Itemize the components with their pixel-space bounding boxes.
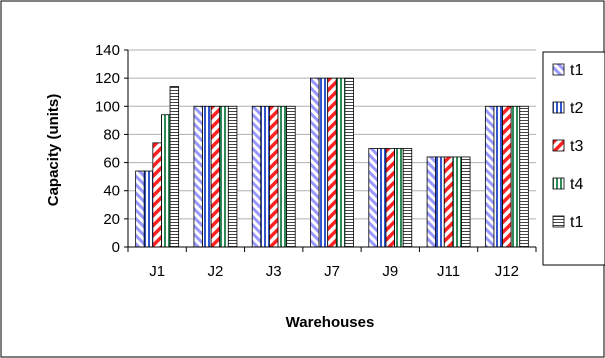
bar-J3-series-1 [251,105,262,248]
y-tick-label: 0 [112,239,120,256]
x-tick-label: J1 [149,263,165,280]
bar-J2-series-4 [219,105,229,248]
legend-swatch [552,101,565,114]
bar-J1-series-5 [169,86,180,248]
bar-J11-series-5 [461,156,471,248]
legend-swatch [552,139,565,152]
bar-J12-series-4 [510,105,521,248]
x-tick-labels: J1 J2 J3 J7 J9 J11 J12 [149,263,519,280]
bar-J11-series-1 [426,156,437,248]
y-tick-label: 60 [103,155,120,172]
axes [124,49,537,252]
y-tick-label: 40 [103,183,120,200]
bar-J3-series-3 [269,105,279,248]
y-axis-title: Capacity (units) [45,94,62,207]
legend-label: t1 [570,62,583,79]
bar-J9-series-2 [376,148,387,248]
bar-J2-series-1 [193,105,203,248]
legend-swatch [552,63,565,76]
bar-J7-series-4 [335,77,346,248]
bar-J2-series-3 [210,105,221,248]
legend: t1 t2 t3 t4 t1 [542,51,605,266]
y-tick-label: 20 [103,211,120,228]
bar-J11-series-2 [435,156,445,248]
bar-J12-series-5 [519,105,529,248]
y-tick-label: 100 [95,98,120,115]
bar-J1-series-2 [143,170,154,248]
legend-label: t2 [570,100,583,117]
bar-J12-series-1 [484,105,495,248]
y-tick-label: 140 [95,42,120,59]
bar-J11-series-3 [443,156,454,248]
x-tick-label: J9 [382,263,398,280]
bar-J9-series-3 [385,148,395,248]
bar-J9-series-4 [394,148,404,248]
bar-J11-series-4 [452,156,462,248]
y-tick-label: 80 [103,126,120,143]
bar-J1-series-4 [161,114,171,248]
bar-J3-series-2 [260,105,270,248]
bar-J7-series-1 [310,77,320,248]
legend-box [542,51,605,266]
x-tick-label: J12 [495,263,519,280]
bar-J12-series-3 [502,105,512,248]
x-tick-label: J7 [324,263,340,280]
bar-J3-series-5 [286,105,296,248]
bar-J1-series-1 [135,170,145,248]
legend-label: t1 [570,214,583,231]
bar-J2-series-2 [202,105,212,248]
legend-label: t3 [570,138,583,155]
bar-J7-series-5 [344,77,354,248]
legend-label: t4 [570,176,583,193]
bar-J9-series-5 [402,148,413,248]
legend-swatch [552,215,565,228]
x-axis-title: Warehouses [286,314,375,331]
bar-J12-series-2 [493,105,503,248]
bar-J3-series-4 [277,105,288,248]
x-tick-label: J2 [208,263,224,280]
bar-J7-series-2 [318,77,329,248]
legend-swatch [552,177,565,190]
bar-J2-series-5 [227,105,238,248]
x-tick-label: J3 [266,263,282,280]
bar-J9-series-1 [368,148,378,248]
x-tick-label: J11 [437,263,460,280]
y-tick-label: 120 [95,70,120,87]
bar-J7-series-3 [327,77,337,248]
y-tick-labels: 0 20 40 60 80 100 120 140 [95,42,120,256]
bar-J1-series-3 [152,142,162,248]
